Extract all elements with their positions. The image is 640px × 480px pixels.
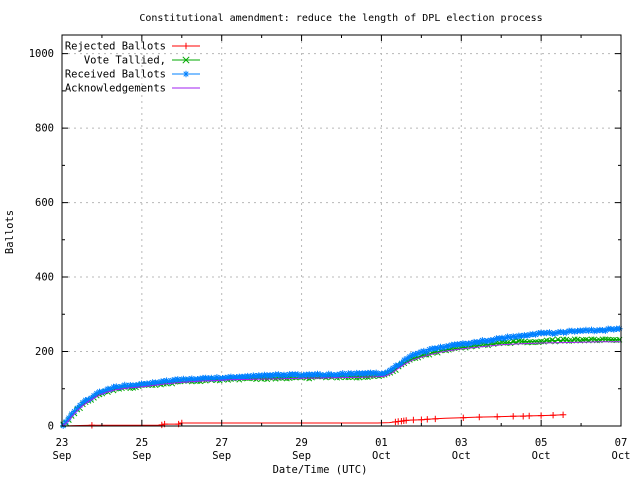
x-tick-day-label: 27	[215, 437, 228, 449]
x-tick-month-label: Sep	[292, 450, 311, 462]
x-tick-month-label: Sep	[212, 450, 231, 462]
x-tick-month-label: Sep	[132, 450, 151, 462]
legend-label-rejected: Rejected Ballots	[65, 41, 166, 53]
x-tick-day-label: 01	[375, 437, 388, 449]
x-tick-month-label: Oct	[372, 450, 391, 462]
series-line-acknowledgements	[61, 341, 621, 427]
legend-sample-marker	[182, 70, 190, 78]
y-tick-label: 1000	[29, 48, 54, 60]
x-tick-day-label: 29	[295, 437, 308, 449]
grid-lines	[62, 35, 621, 426]
series-line-rejected	[61, 414, 564, 427]
legend-label-acknowledgements: Acknowledgements	[65, 83, 166, 95]
y-tick-label: 600	[35, 197, 54, 209]
legend: Rejected Ballots Vote Tallied, Received Ba…	[65, 41, 200, 95]
axis-ticks	[61, 35, 622, 427]
x-tick-day-label: 05	[535, 437, 548, 449]
y-tick-label: 0	[48, 421, 54, 433]
legend-sample-marker	[182, 42, 190, 50]
y-tick-label: 200	[35, 346, 54, 358]
x-tick-month-label: Oct	[612, 450, 631, 462]
legend-label-received: Received Ballots	[65, 69, 166, 81]
series-markers-rejected	[88, 411, 567, 429]
legend-sample-marker	[182, 56, 190, 64]
legend-label-tallied: Vote Tallied,	[84, 55, 166, 67]
data-series	[60, 325, 623, 429]
y-tick-label: 400	[35, 272, 54, 284]
x-tick-month-label: Oct	[452, 450, 471, 462]
x-tick-month-label: Sep	[53, 450, 72, 462]
x-tick-day-label: 23	[56, 437, 69, 449]
x-tick-month-label: Oct	[532, 450, 551, 462]
x-axis-label: Date/Time (UTC)	[273, 464, 368, 476]
y-axis-label: Ballots	[4, 210, 16, 254]
y-tick-label: 800	[35, 123, 54, 135]
x-tick-day-label: 07	[615, 437, 628, 449]
tick-labels: 0200400600800100023Sep25Sep27Sep29Sep01O…	[29, 48, 631, 462]
x-tick-day-label: 25	[136, 437, 149, 449]
x-tick-day-label: 03	[455, 437, 468, 449]
chart-title: Constitutional amendment: reduce the len…	[139, 13, 542, 24]
